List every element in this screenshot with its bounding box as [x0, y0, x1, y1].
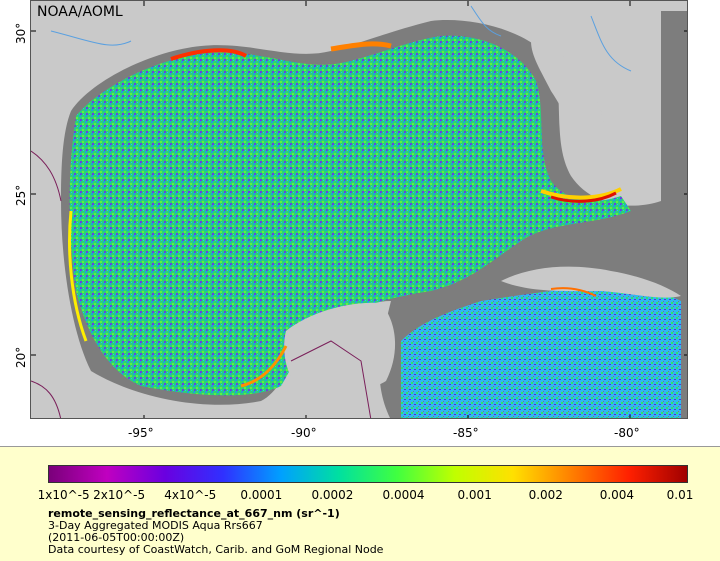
- colorbar-tick-label: 0.004: [599, 488, 635, 502]
- legend-time: (2011-06-05T00:00:00Z): [48, 531, 185, 544]
- lon-label-90: -90°: [291, 426, 317, 440]
- reflectance-field-gulf: [69, 35, 631, 396]
- coastal-high-florida: [540, 187, 622, 200]
- lon-label-95: -95°: [128, 426, 154, 440]
- colorbar-tick-label: 0.001: [457, 488, 492, 502]
- reflectance-field-caribbean: [401, 286, 681, 418]
- colorbar: [48, 465, 688, 483]
- colorbar-tick-label: 0.0001: [240, 488, 283, 502]
- lon-label-80: -80°: [614, 426, 640, 440]
- cuba-land: [501, 266, 681, 298]
- colorbar-tick-label: 0.002: [528, 488, 563, 502]
- coastal-high-north: [170, 48, 248, 61]
- legend-panel: remote_sensing_reflectance_at_667_nm (sr…: [0, 446, 720, 561]
- colorbar-tick-label: 2x10^-5: [93, 488, 146, 502]
- lat-label-20: 20°: [14, 346, 28, 368]
- border-line: [290, 340, 372, 418]
- legend-variable-name: remote_sensing_reflectance_at_667_nm (sr…: [48, 507, 340, 520]
- river-line: [50, 30, 132, 46]
- river-line: [590, 15, 632, 72]
- map-canvas: [31, 1, 687, 418]
- coastal-high-campeche: [240, 345, 288, 388]
- lat-label-30: 30°: [14, 22, 28, 44]
- yucatan-land: [284, 302, 396, 396]
- lon-label-85: -85°: [453, 426, 479, 440]
- org-label: NOAA/AOML: [37, 4, 123, 20]
- coastal-high-west: [68, 210, 88, 342]
- colorbar-tick-label: 0.01: [666, 488, 694, 502]
- legend-description: 3-Day Aggregated MODIS Aqua Rrs667: [48, 519, 263, 532]
- colorbar-tick-label: 0.0002: [311, 488, 354, 502]
- border-line: [31, 150, 62, 202]
- colorbar-tick-label: 1x10^-5: [37, 488, 90, 502]
- lat-label-25: 25°: [14, 184, 28, 206]
- coastal-high-florida-red: [550, 191, 617, 203]
- colorbar-tick-label: 0.0004: [382, 488, 425, 502]
- map-panel: NOAA/AOML: [30, 0, 688, 419]
- colorbar-tick-label: 4x10^-5: [164, 488, 217, 502]
- florida-land: [531, 41, 631, 193]
- river-line: [470, 5, 502, 37]
- coastal-high-cuba: [550, 287, 597, 297]
- tick-marks: [31, 1, 687, 418]
- legend-credit: Data courtesy of CoastWatch, Carib. and …: [48, 543, 384, 556]
- border-line: [31, 380, 62, 418]
- coastal-high-louisiana: [330, 41, 392, 52]
